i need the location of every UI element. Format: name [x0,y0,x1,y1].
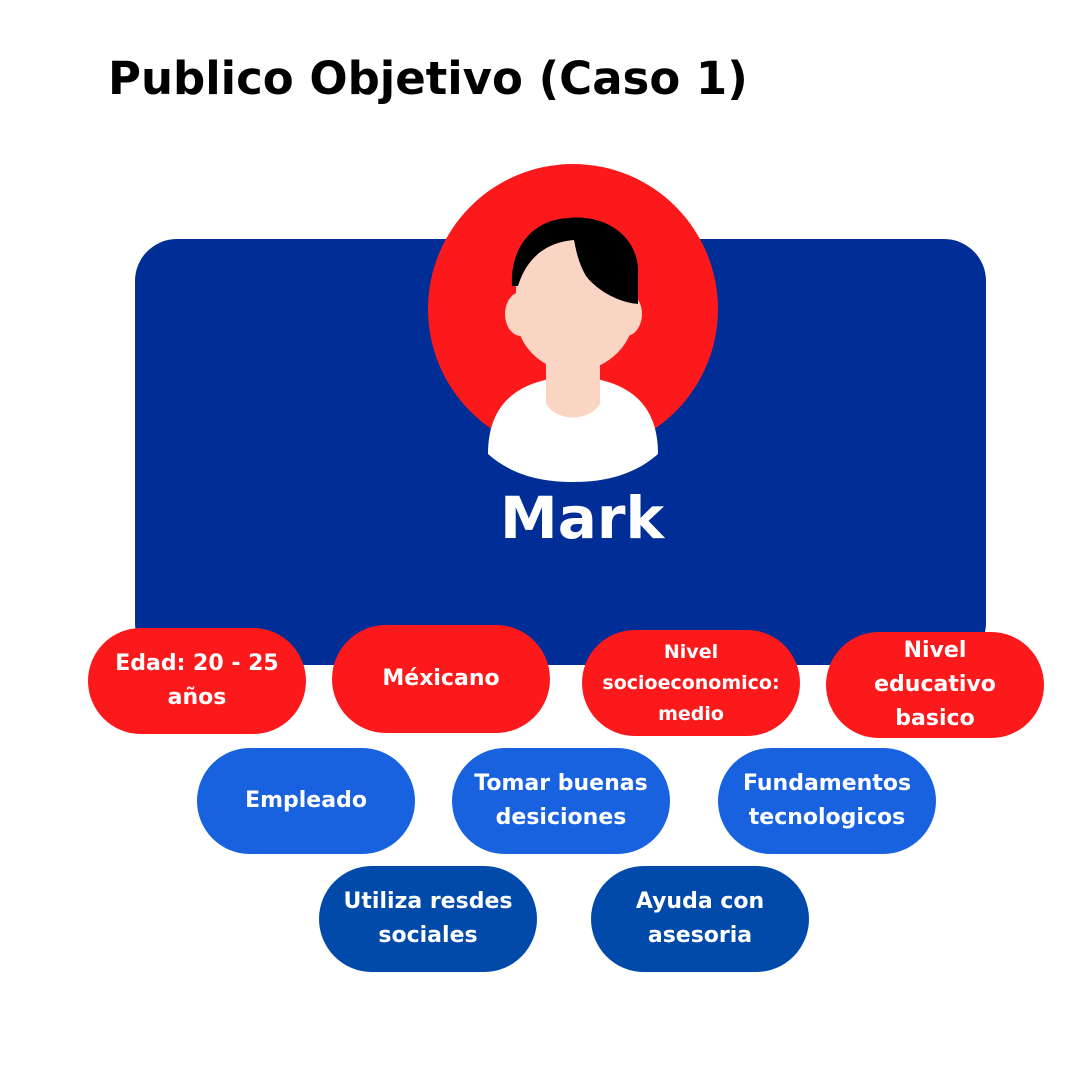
trait-nivel-educativo: Nivel educativo basico [826,632,1044,738]
person-avatar-icon [428,164,718,482]
trait-nivel-socioeconomico: Nivel socioeconomico: medio [582,630,800,736]
page-title: Publico Objetivo (Caso 1) [108,52,748,105]
trait-nacionalidad: Méxicano [332,625,550,733]
trait-fundamentos: Fundamentos tecnologicos [718,748,936,854]
trait-empleado: Empleado [197,748,415,854]
persona-name: Mark [499,484,665,552]
trait-decisiones: Tomar buenas desiciones [452,748,670,854]
trait-redes: Utiliza resdes sociales [319,866,537,972]
trait-asesoria: Ayuda con asesoria [591,866,809,972]
trait-edad: Edad: 20 - 25 años [88,628,306,734]
avatar-shirt [488,376,658,482]
avatar-hair [511,217,638,304]
